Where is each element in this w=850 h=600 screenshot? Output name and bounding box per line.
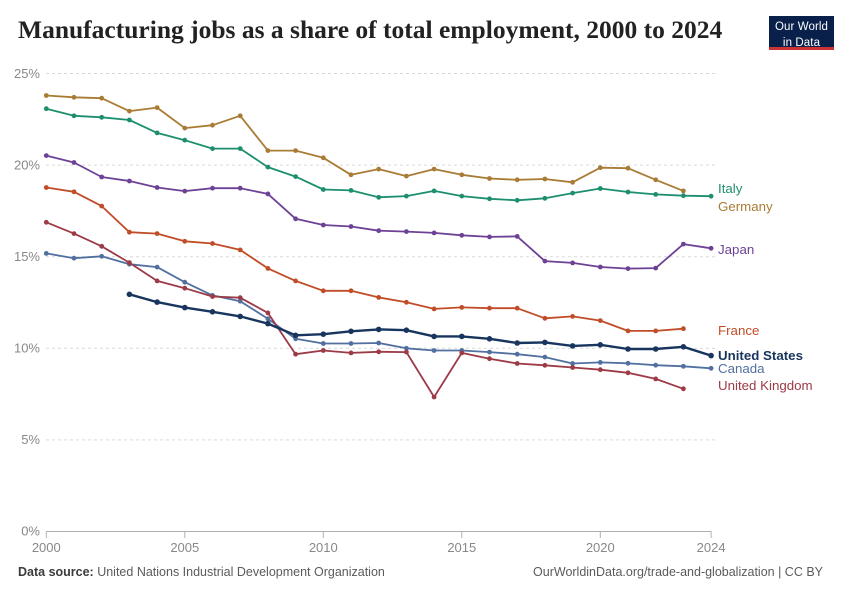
svg-text:2005: 2005 xyxy=(170,540,199,555)
svg-text:2015: 2015 xyxy=(447,540,476,555)
svg-text:Japan: Japan xyxy=(718,242,754,257)
svg-text:25%: 25% xyxy=(14,66,40,81)
svg-text:Germany: Germany xyxy=(718,199,773,214)
svg-text:2010: 2010 xyxy=(309,540,338,555)
svg-text:2024: 2024 xyxy=(697,540,726,555)
svg-text:10%: 10% xyxy=(14,341,40,356)
svg-text:Canada: Canada xyxy=(718,361,765,376)
svg-text:2000: 2000 xyxy=(32,540,61,555)
svg-text:5%: 5% xyxy=(21,432,40,447)
svg-text:United Kingdom: United Kingdom xyxy=(718,378,813,393)
svg-text:France: France xyxy=(718,323,759,338)
svg-text:Italy: Italy xyxy=(718,181,743,196)
svg-text:15%: 15% xyxy=(14,249,40,264)
svg-text:0%: 0% xyxy=(21,524,40,539)
svg-text:20%: 20% xyxy=(14,158,40,173)
svg-text:2020: 2020 xyxy=(586,540,615,555)
